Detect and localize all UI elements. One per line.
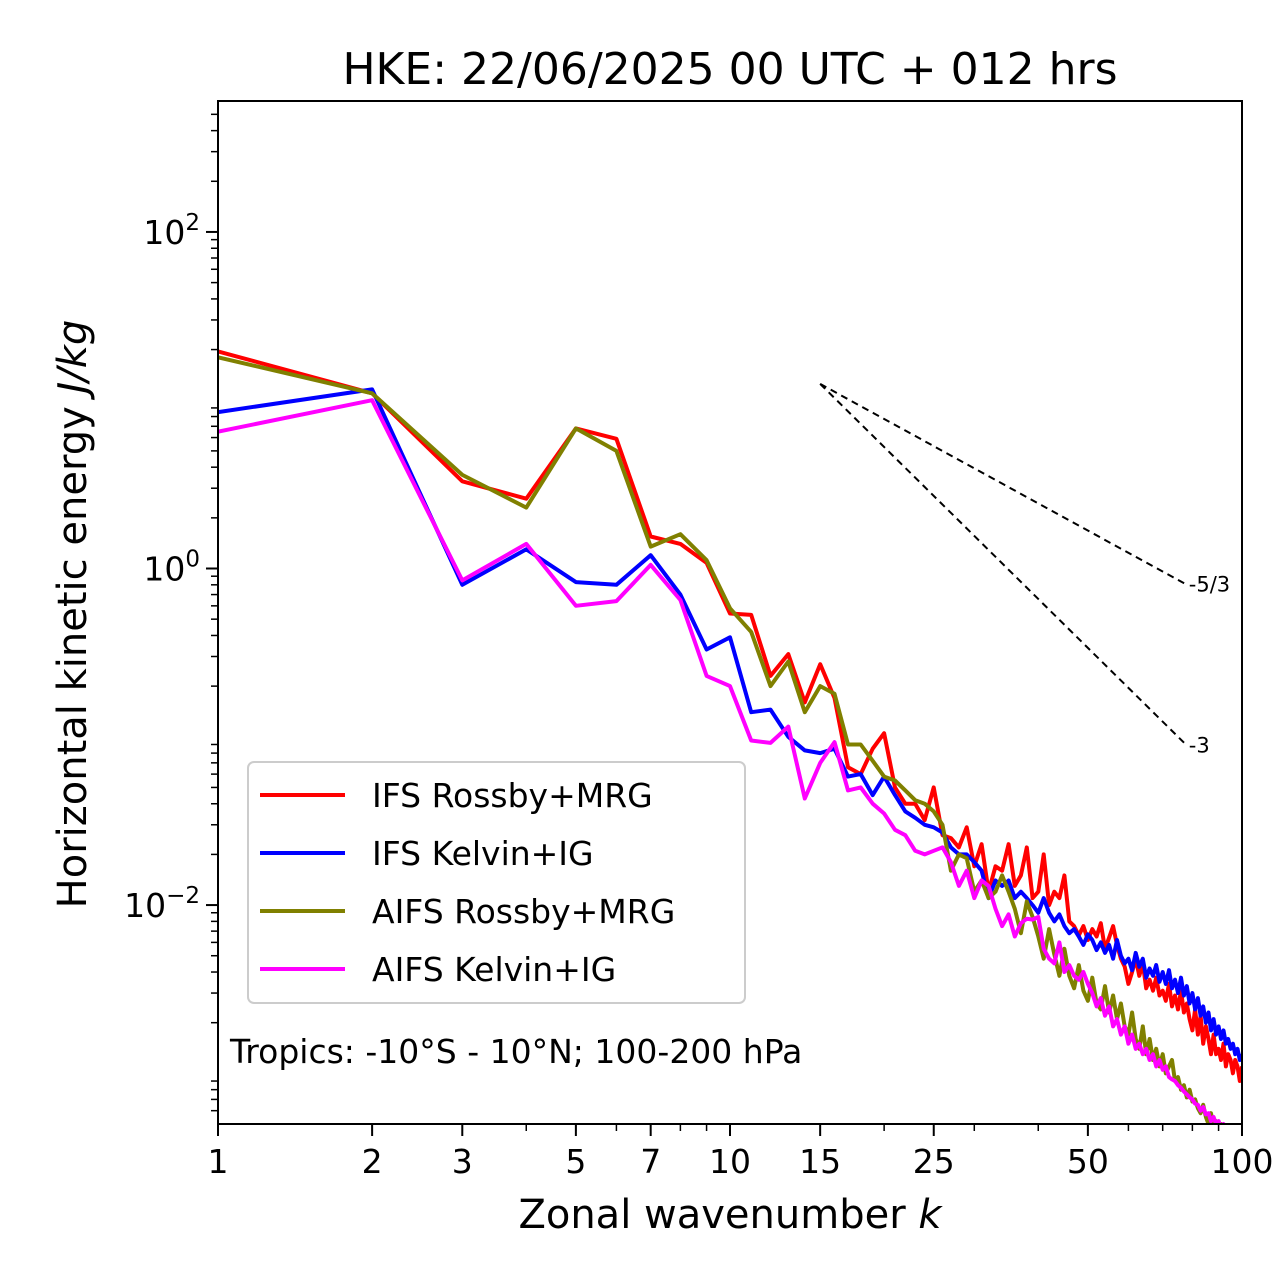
series-lines (218, 349, 1242, 1124)
x-tick-label: 7 (640, 1142, 661, 1181)
legend-label: AIFS Kelvin+IG (372, 950, 616, 989)
major-ticks (206, 230, 1243, 1136)
legend-label: IFS Rossby+MRG (372, 776, 653, 815)
y-tick-label: 100 (143, 547, 200, 589)
y-tick-label: 102 (143, 210, 200, 252)
series-line (218, 398, 1226, 1124)
slope-label: -3 (1189, 733, 1210, 757)
y-tick-labels: 102 100 10−2 (124, 210, 200, 925)
x-tick-label: 10 (709, 1142, 751, 1181)
x-axis-label: Zonal wavenumber k (518, 1192, 943, 1238)
legend: IFS Rossby+MRG IFS Kelvin+IG AIFS Rossby+M… (247, 761, 746, 1004)
series-line (218, 387, 1242, 1062)
x-tick-label: 50 (1067, 1142, 1109, 1181)
x-tick-label: 5 (565, 1142, 586, 1181)
chart-title: HKE: 22/06/2025 00 UTC + 012 hrs (342, 44, 1117, 95)
x-tick-label: 25 (913, 1142, 955, 1181)
legend-label: IFS Kelvin+IG (372, 834, 594, 873)
slope-line (819, 383, 1188, 586)
x-tick-label: 100 (1211, 1142, 1274, 1181)
slope-line (819, 383, 1188, 747)
reference-slope-lines: -5/3 -3 (819, 383, 1230, 757)
slope-label: -5/3 (1189, 573, 1230, 597)
plot-frame (217, 100, 1243, 1125)
region-annotation: Tropics: -10°S - 10°N; 100-200 hPa (229, 1032, 802, 1071)
legend-entries: IFS Rossby+MRG IFS Kelvin+IG AIFS Rossby+M… (260, 776, 675, 989)
y-tick-label: 10−2 (124, 883, 200, 925)
x-tick-label: 15 (799, 1142, 841, 1181)
legend-box (247, 761, 746, 1004)
x-tick-label: 3 (452, 1142, 473, 1181)
legend-label: AIFS Rossby+MRG (372, 892, 675, 931)
x-tick-label: 2 (362, 1142, 383, 1181)
x-tick-labels: 1 2 3 5 7 10 15 25 50 100 (208, 1142, 1274, 1181)
y-axis-label: Horizontal kinetic energy J/kg (50, 320, 96, 909)
x-tick-label: 1 (208, 1142, 229, 1181)
